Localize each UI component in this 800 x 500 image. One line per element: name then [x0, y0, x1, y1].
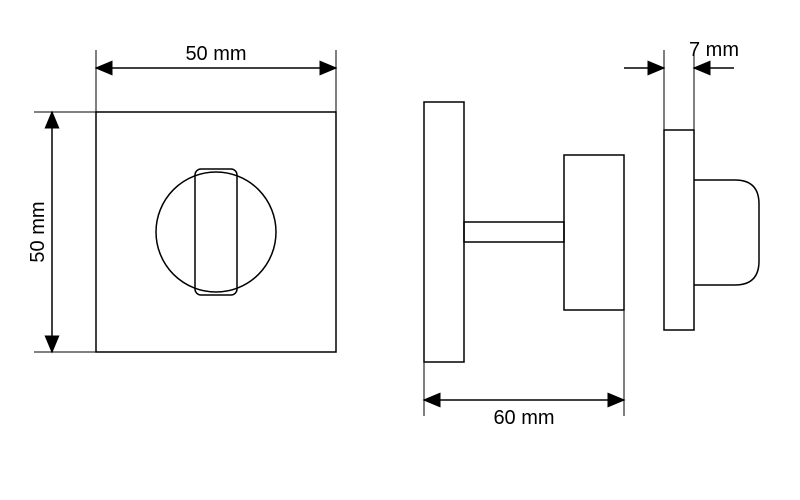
assembly-cap: [564, 155, 624, 310]
assembly-plate: [424, 102, 464, 362]
dim-assembly-label: 60 mm: [493, 407, 554, 429]
dimension-plate-7: 7 mm: [624, 39, 739, 130]
dim-plate-label: 7 mm: [689, 39, 739, 61]
rosette-square: [96, 112, 336, 352]
dimension-width-50: 50 mm: [96, 43, 336, 112]
knob-profile: [694, 180, 759, 285]
dimension-assembly-60: 60 mm: [424, 310, 624, 429]
side-view-knob: [664, 130, 759, 330]
dimension-height-50: 50 mm: [27, 112, 96, 352]
turn-knob-handle: [195, 169, 237, 295]
assembly-shaft: [464, 222, 564, 242]
turn-knob-circle: [156, 172, 276, 292]
technical-drawing: 50 mm 50 mm 7 mm 60 mm: [0, 0, 800, 500]
front-view: [96, 112, 336, 352]
knob-plate: [664, 130, 694, 330]
dim-height-label: 50 mm: [27, 201, 49, 262]
side-view-assembly: [424, 102, 624, 362]
dim-width-label: 50 mm: [185, 43, 246, 65]
